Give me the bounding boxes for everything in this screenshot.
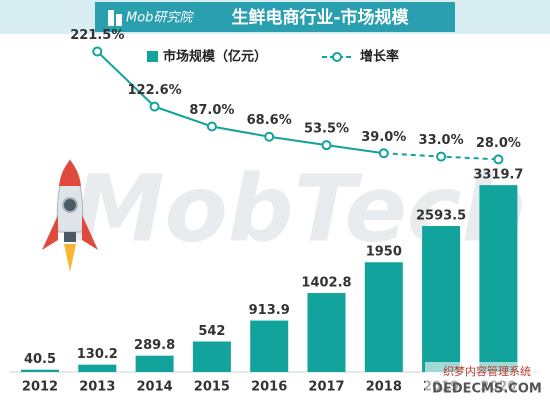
x-tick-label: 2018 <box>366 380 402 395</box>
growth-value-label: 122.6% <box>128 83 182 98</box>
bar-value-label: 130.2 <box>77 347 118 362</box>
bar <box>192 341 231 372</box>
x-tick-label: 2012 <box>22 380 58 395</box>
bar-value-label: 913.9 <box>249 303 290 318</box>
growth-value-label: 28.0% <box>476 136 521 151</box>
bar-value-label: 289.8 <box>134 338 175 353</box>
corner-watermark-bg <box>425 362 550 402</box>
legend-label: 市场规模（亿元） <box>163 49 267 65</box>
x-tick-label: 2016 <box>251 380 287 395</box>
corner-watermark: 织梦内容管理系统 <box>443 364 531 378</box>
growth-value-label: 68.6% <box>247 113 292 128</box>
growth-point <box>92 46 103 57</box>
x-tick-label: 2017 <box>308 380 344 395</box>
growth-point <box>206 121 217 132</box>
bar <box>422 226 461 372</box>
bar <box>135 355 174 372</box>
legend-swatch <box>332 52 342 62</box>
growth-line <box>96 50 384 155</box>
x-tick-label: 2013 <box>79 380 115 395</box>
bar-value-label: 542 <box>198 324 225 339</box>
rocket <box>42 159 98 272</box>
growth-value-label: 39.0% <box>361 130 406 145</box>
bar-value-label: 1950 <box>366 245 402 260</box>
logo-icon <box>108 10 114 26</box>
legend-swatch <box>147 51 158 62</box>
growth-point <box>264 131 275 142</box>
bar-value-label: 40.5 <box>24 352 56 367</box>
bar <box>364 262 403 372</box>
bar-value-label: 2593.5 <box>416 209 466 224</box>
growth-value-label: 221.5% <box>70 28 124 43</box>
growth-value-label: 33.0% <box>419 133 464 148</box>
bar <box>479 185 518 372</box>
logo-icon <box>116 14 122 26</box>
growth-point <box>378 148 389 159</box>
growth-point <box>321 140 332 151</box>
bar <box>21 369 59 372</box>
growth-value-label: 87.0% <box>189 103 234 118</box>
chart-title: 生鲜电商行业-市场规模 <box>231 7 409 28</box>
bar <box>307 293 346 372</box>
x-tick-label: 2015 <box>194 380 230 395</box>
header-title-band <box>95 2 455 32</box>
growth-value-label: 53.5% <box>304 122 349 137</box>
bar <box>250 320 289 372</box>
growth-point <box>149 101 160 112</box>
corner-watermark: DEDECMS.COM <box>432 382 542 397</box>
growth-point <box>493 154 504 165</box>
bar <box>78 364 117 372</box>
bar-value-label: 3319.7 <box>473 168 523 183</box>
bar-value-label: 1402.8 <box>301 276 351 291</box>
growth-point <box>436 151 447 162</box>
x-tick-label: 2014 <box>137 380 173 395</box>
brand: Mob研究院 <box>126 10 194 26</box>
legend-label: 增长率 <box>360 49 399 65</box>
